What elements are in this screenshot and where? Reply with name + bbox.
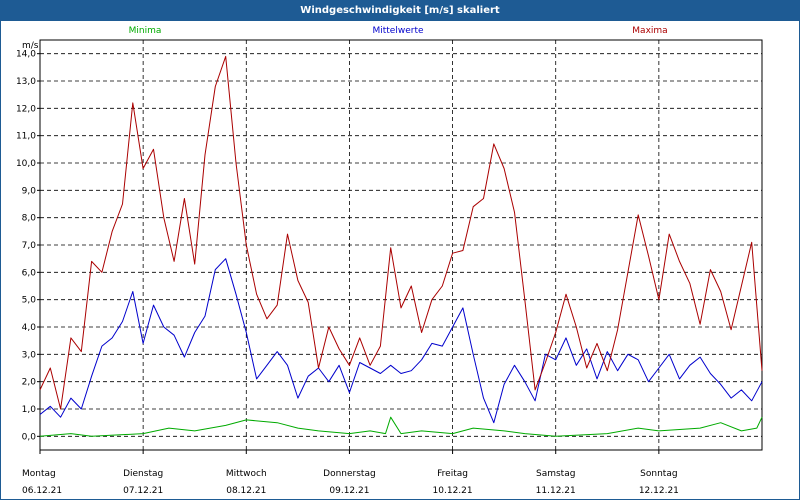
x-tick-label-date: 09.12.21 [329, 486, 369, 496]
y-tick-label: 1,0 [22, 405, 37, 415]
y-tick-label: 11,0 [16, 132, 36, 142]
y-tick-label: 13,0 [16, 77, 36, 87]
x-tick-label-day: Donnerstag [323, 469, 376, 479]
y-tick-label: 3,0 [22, 350, 37, 360]
wind-speed-chart: m/s 0,0 1,0 2,0 3,0 4,0 5,0 6,0 7,0 8,0 9,0 10,0 11… [16, 26, 763, 496]
series-line-minima [39, 416, 763, 437]
y-tick-label: 5,0 [22, 296, 37, 306]
chart-title: Windgeschwindigkeit [m/s] skaliert [1, 1, 799, 21]
y-tick-label: 0,0 [22, 432, 37, 442]
y-tick-label: 8,0 [22, 214, 37, 224]
x-tick-label-date: 08.12.21 [226, 486, 266, 496]
y-tick-label: 6,0 [22, 268, 37, 278]
x-tick-label-date: 12.12.21 [639, 486, 679, 496]
x-tick-label-date: 06.12.21 [22, 486, 62, 496]
x-tick-label-day: Mittwoch [226, 469, 267, 479]
y-tick-label: 12,0 [16, 104, 36, 114]
x-tick-label-day: Montag [22, 469, 56, 479]
x-tick-label-day: Samstag [536, 469, 575, 479]
x-tick-label-date: 11.12.21 [536, 486, 576, 496]
x-tick-label-date: 07.12.21 [123, 486, 163, 496]
legend-entry-mittelwerte: Mittelwerte [372, 26, 423, 36]
y-tick-label: 14,0 [16, 50, 36, 60]
x-tick-label-day: Freitag [437, 469, 468, 479]
y-axis-label: m/s [22, 41, 39, 51]
y-tick-label: 7,0 [22, 241, 37, 251]
series-line-maxima [39, 55, 763, 410]
y-tick-label: 2,0 [22, 378, 37, 388]
legend-entry-minima: Minima [129, 26, 162, 36]
y-tick-label: 4,0 [22, 323, 37, 333]
x-tick-label-day: Dienstag [123, 469, 163, 479]
legend-entry-maxima: Maxima [632, 26, 667, 36]
x-tick-label-date: 10.12.21 [433, 486, 473, 496]
y-tick-label: 9,0 [22, 186, 37, 196]
y-tick-label: 10,0 [16, 159, 36, 169]
series-line-mittelwerte [39, 258, 763, 424]
x-tick-label-day: Sonntag [640, 469, 677, 479]
